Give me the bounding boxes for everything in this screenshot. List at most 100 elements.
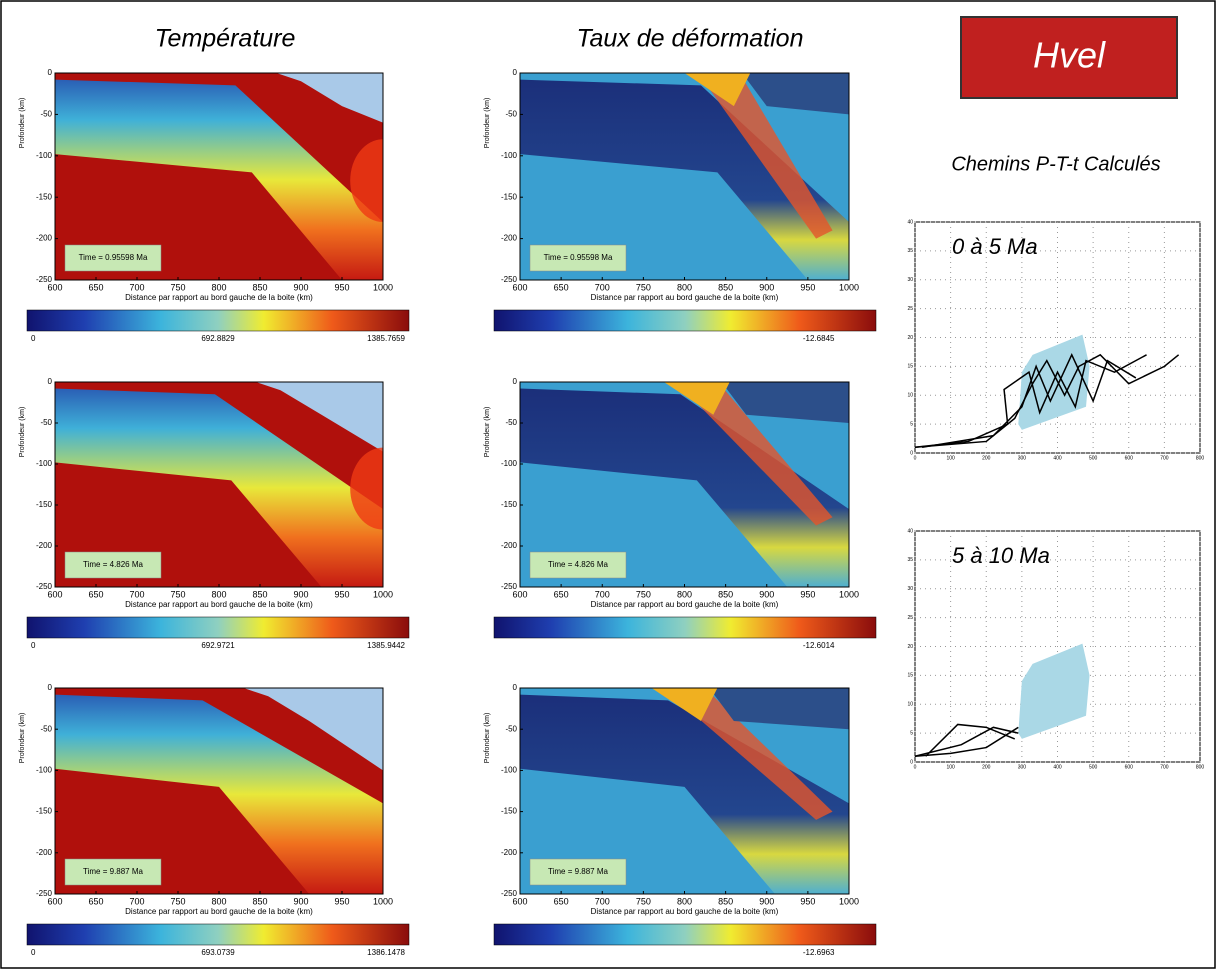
y-tick-label: 30 [907,277,913,283]
y-tick-label: 20 [907,644,913,650]
pt-field [1018,334,1090,430]
y-tick-label: -200 [36,234,53,243]
x-tick-label: 200 [982,455,991,461]
x-tick-label: 600 [47,282,62,292]
time-label: Time = 4.826 Ma [83,560,144,569]
y-tick-label: -50 [505,418,517,427]
y-tick-label: -100 [501,459,518,468]
x-tick-label: 900 [293,896,308,906]
pt-path [925,723,1016,757]
y-tick-label: 0 [48,68,53,77]
y-tick-label: -250 [36,275,53,284]
x-tick-label: 750 [170,896,185,906]
x-tick-label: 800 [677,589,692,599]
column-title: Taux de déformation [576,25,803,53]
slab [55,694,383,894]
heatmap [520,688,849,894]
x-tick-label: 750 [636,282,651,292]
pt-title: Chemins P-T-t Calculés [951,153,1160,175]
time-label: Time = 0.95598 Ma [79,253,148,262]
time-label: Time = 9.887 Ma [83,867,144,876]
time-box [529,858,627,886]
x-tick-label: 1000 [839,896,859,906]
hot-zone [350,447,383,530]
x-tick-label: 700 [1160,764,1169,770]
colorbar-label: -12.6014 [803,641,835,650]
y-tick-label: 15 [907,673,913,679]
y-axis-label: Profondeur (km) [19,407,26,458]
y-tick-label: -200 [36,848,53,857]
x-tick-label: 700 [595,282,610,292]
x-tick-label: 650 [88,896,103,906]
y-tick-label: 5 [910,730,913,736]
x-tick-label: 900 [293,589,308,599]
time-label: Time = 0.95598 Ma [544,253,613,262]
x-tick-label: 500 [1089,455,1098,461]
y-tick-label: -50 [40,110,52,119]
x-tick-label: 950 [800,896,815,906]
y-tick-label: -100 [36,459,53,468]
x-axis-label: Distance par rapport au bord gauche de l… [125,293,313,302]
pt-path [914,726,1019,757]
y-tick-label: 35 [907,248,913,254]
slab [55,79,383,280]
y-tick-label: -250 [501,889,518,898]
y-tick-label: -150 [501,500,518,509]
colorbar-label: 1385.7659 [367,334,405,343]
x-tick-label: 650 [554,282,569,292]
y-tick-label: -100 [36,766,53,775]
x-tick-label: 850 [252,896,267,906]
x-axis-label: Distance par rapport au bord gauche de l… [125,907,313,916]
x-axis-label: Distance par rapport au bord gauche de l… [591,907,779,916]
y-tick-label: 10 [907,393,913,399]
heatmap [55,382,383,587]
x-tick-label: 650 [88,282,103,292]
colorbar-label: 693.0739 [201,948,235,957]
x-tick-label: 100 [946,455,955,461]
x-tick-label: 800 [1196,764,1205,770]
y-tick-label: 30 [907,586,913,592]
time-label: Time = 4.826 Ma [548,560,609,569]
x-tick-label: 700 [129,282,144,292]
x-axis-label: Distance par rapport au bord gauche de l… [125,600,313,609]
colorbar [493,616,877,639]
y-tick-label: -100 [501,766,518,775]
slab [520,388,849,587]
x-tick-label: 200 [982,764,991,770]
y-tick-label: -200 [36,541,53,550]
y-tick-label: 0 [48,377,53,386]
y-tick-label: -200 [501,234,518,243]
x-tick-label: 600 [1125,764,1134,770]
x-tick-label: 500 [1089,764,1098,770]
x-tick-label: 600 [47,589,62,599]
colorbar-label: 0 [31,641,36,650]
x-tick-label: 950 [334,589,349,599]
y-tick-label: -250 [501,275,518,284]
x-tick-label: 750 [636,589,651,599]
x-tick-label: 1000 [839,589,859,599]
colorbar-label: 0 [31,334,36,343]
slab [520,79,849,280]
x-tick-label: 700 [595,589,610,599]
x-tick-label: 800 [677,896,692,906]
y-tick-label: -250 [36,582,53,591]
x-tick-label: 1000 [373,282,393,292]
x-tick-label: 300 [1018,764,1027,770]
colorbar [493,309,877,332]
y-tick-label: -50 [40,418,52,427]
y-tick-label: -150 [36,192,53,201]
time-box [64,551,162,579]
x-tick-label: 900 [759,282,774,292]
wedge [709,688,849,730]
heatmap [55,688,383,894]
x-tick-label: 850 [252,589,267,599]
x-tick-label: 600 [512,896,527,906]
hvel-title: Hvel [1033,35,1106,76]
surface [651,688,718,721]
x-tick-label: 650 [88,589,103,599]
x-tick-label: 850 [718,589,733,599]
y-tick-label: -150 [501,807,518,816]
x-tick-label: 750 [636,896,651,906]
heatmap [520,73,849,280]
